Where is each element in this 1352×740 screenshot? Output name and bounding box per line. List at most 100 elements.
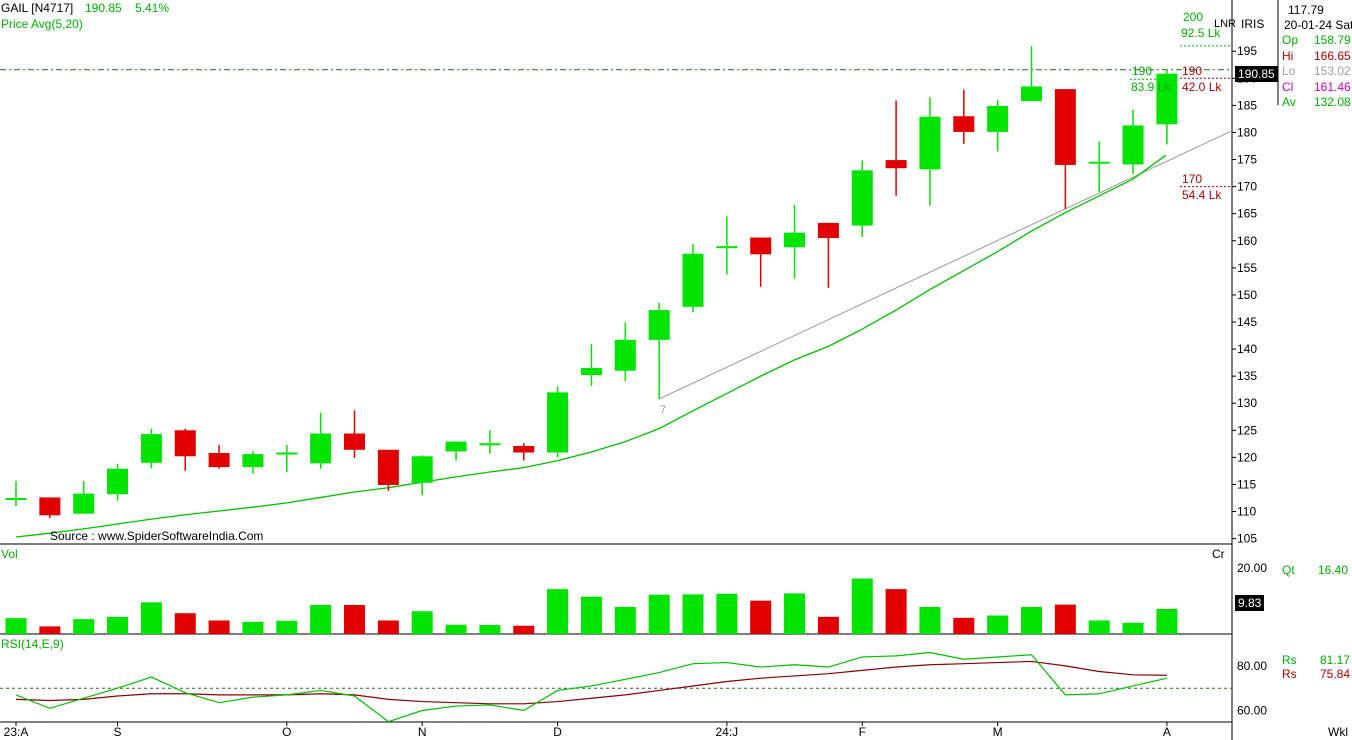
candle-body — [919, 116, 941, 170]
level-200-vol: 92.5 Lk — [1181, 26, 1221, 40]
volume-bar — [344, 604, 365, 634]
info-row-value: 166.65 — [1314, 48, 1351, 63]
candle — [107, 463, 129, 501]
volume-current-tag: 9.83 — [1235, 595, 1265, 611]
x-tick-label: 23:A — [4, 725, 29, 739]
candle-body — [377, 449, 399, 485]
candle — [1021, 46, 1042, 102]
x-tick-label: F — [859, 725, 866, 739]
rsi-row-value: 75.84 — [1320, 667, 1351, 681]
rsi-tick-label: 80.00 — [1237, 659, 1267, 673]
price-tick-label: 145 — [1237, 315, 1257, 329]
info-top-value: 117.79 — [1288, 3, 1324, 17]
candle — [953, 89, 975, 144]
candle-body — [614, 339, 636, 371]
volume-bar — [580, 596, 602, 634]
header-price: 190.85 — [85, 1, 122, 15]
candle-body — [784, 232, 806, 248]
candle-body — [885, 160, 907, 169]
candle-body — [208, 453, 230, 468]
volume-bar — [1054, 604, 1076, 634]
info-row-value: 132.08 — [1314, 95, 1351, 109]
volume-bar — [987, 615, 1009, 634]
candle-body — [817, 222, 839, 239]
x-tick-label: N — [418, 725, 427, 739]
candle-body — [648, 310, 670, 340]
info-row-value: 161.46 — [1314, 79, 1351, 94]
candle — [750, 237, 772, 287]
info-row-label: Av — [1282, 95, 1296, 109]
price-tick-label: 185 — [1237, 98, 1257, 112]
candle — [479, 430, 501, 454]
price-tick-label: 115 — [1237, 477, 1256, 491]
rsi-row-label: Rs — [1282, 653, 1297, 667]
candle-body — [682, 253, 704, 307]
volume-bar — [547, 589, 569, 634]
candle — [1054, 89, 1076, 209]
candle-body — [547, 392, 569, 453]
x-tick-label: S — [114, 725, 122, 739]
candle — [817, 222, 839, 288]
price-tick-label: 125 — [1237, 423, 1257, 437]
x-tick-label: M — [993, 725, 1003, 739]
candle-body — [174, 430, 196, 457]
candle — [885, 100, 907, 196]
level-200-label: 200 — [1183, 10, 1204, 24]
price-tick-label: 135 — [1237, 369, 1257, 383]
candle-body — [140, 434, 162, 463]
volume-bar — [39, 626, 61, 634]
candle-body — [1021, 86, 1042, 102]
candle — [411, 455, 433, 496]
info-row-label: Lo — [1282, 64, 1296, 78]
candle — [987, 99, 1009, 152]
info-date: 20-01-24 Sat — [1284, 18, 1352, 32]
indicator-label: Price Avg(5,20) — [1, 17, 83, 31]
volume-bar — [614, 606, 636, 634]
price-tick-label: 110 — [1237, 505, 1256, 519]
candle-body — [39, 497, 61, 516]
volume-bar — [479, 625, 501, 634]
candle — [716, 216, 738, 275]
volume-panel[interactable] — [5, 578, 1178, 634]
candle — [5, 481, 27, 507]
candle-body — [750, 237, 772, 255]
price-tick-label: 120 — [1237, 450, 1257, 464]
volume-bar — [682, 594, 704, 634]
candle-body — [445, 441, 467, 452]
candle — [547, 386, 569, 458]
volume-bar — [5, 618, 27, 634]
volume-bar — [208, 620, 230, 634]
x-tick-label: 24:J — [716, 725, 739, 739]
volume-bar — [276, 620, 298, 634]
candle-body — [107, 468, 129, 495]
volume-bar — [73, 619, 95, 634]
volume-bar — [1088, 620, 1110, 634]
candle-body — [1156, 73, 1178, 125]
candle-body — [953, 116, 975, 132]
price-tick-label: 130 — [1237, 396, 1257, 410]
rsi-signal-line — [15, 660, 1167, 705]
candle-body — [716, 246, 738, 249]
volume-bar — [1122, 622, 1144, 634]
info-row-value: 158.79 — [1314, 33, 1351, 47]
volume-bar — [1156, 608, 1178, 634]
candle — [1122, 109, 1144, 175]
candle — [276, 444, 298, 472]
candle — [1156, 69, 1178, 145]
price-tick-label: 175 — [1237, 153, 1257, 167]
volume-bar — [716, 593, 738, 634]
volume-bar — [817, 616, 839, 634]
candle-body — [242, 454, 264, 468]
candle-body — [513, 445, 535, 453]
candle-body — [580, 368, 602, 376]
info-row-label: Cl — [1282, 79, 1294, 94]
x-tick-label: D — [553, 725, 562, 739]
rsi-row-value: 81.17 — [1320, 653, 1351, 667]
volume-bar — [953, 617, 975, 634]
candle — [377, 449, 399, 491]
volume-bar — [242, 621, 264, 634]
rsi-panel[interactable] — [0, 651, 1232, 723]
price-panel[interactable] — [0, 45, 1233, 538]
candle — [784, 205, 806, 279]
info-row-label: Op — [1282, 33, 1299, 47]
